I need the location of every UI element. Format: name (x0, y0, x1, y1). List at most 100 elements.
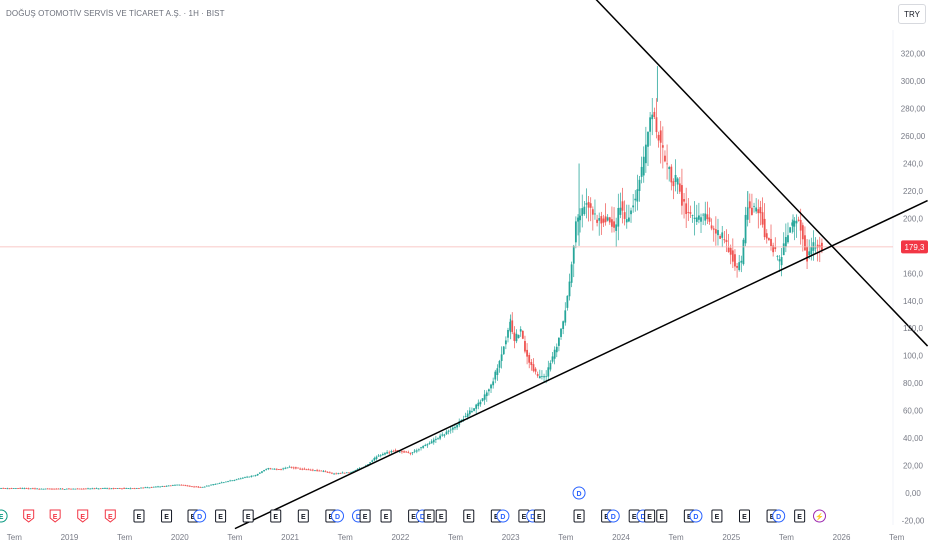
event-markers[interactable]: E E E E E E E E D E E E E E D D E E E D E E E E D E D E EDE D E D E E E D E E… (0, 486, 826, 523)
candle-body (118, 488, 121, 489)
candle-body (587, 201, 590, 208)
event-marker-label: D (577, 491, 582, 498)
candle-body (316, 469, 319, 471)
event-marker-label: E (273, 514, 278, 521)
event-marker-earnings[interactable]: E (270, 509, 282, 523)
y-tick-label: 200,0 (903, 214, 924, 223)
time-axis[interactable]: Tem 2019 Tem 2020 Tem 2021 Tem 2022 Tem 2023 Tem 20… (7, 533, 905, 542)
event-marker-dividend-circle[interactable]: D (331, 509, 345, 523)
candle-body (723, 239, 726, 241)
trendlines[interactable] (234, 0, 929, 530)
event-marker-earnings[interactable]: E (242, 509, 254, 523)
candle-body (816, 244, 819, 248)
y-tick-label: 220,0 (903, 187, 924, 196)
candle-body (318, 470, 321, 472)
event-marker-earnings[interactable]: E (573, 509, 585, 523)
x-tick-label: Tem (227, 533, 242, 542)
candle-body (210, 484, 212, 486)
candle-body (193, 486, 195, 488)
event-marker-dividend-circle[interactable]: E (0, 509, 8, 523)
event-marker-earnings[interactable]: E (435, 509, 447, 523)
candle-body (668, 167, 671, 170)
event-marker-shape (297, 509, 309, 523)
candle-body (706, 214, 709, 220)
event-marker-earnings[interactable]: E (133, 509, 145, 523)
support-trendline[interactable] (234, 199, 928, 530)
candle-body (367, 464, 369, 466)
event-marker-earnings[interactable]: E (215, 509, 227, 523)
candle-body (76, 488, 79, 490)
event-marker-earnings[interactable]: E (297, 509, 309, 523)
candle-body (57, 488, 60, 490)
event-marker-dividend-circle[interactable]: D (772, 509, 786, 523)
currency-selector[interactable]: TRY (898, 4, 926, 24)
candle-body (10, 488, 13, 490)
candle-body (430, 441, 433, 444)
candle-body (727, 247, 730, 253)
candle-body (59, 488, 62, 490)
event-marker-earnings-red[interactable]: E (49, 509, 61, 523)
event-marker-shape (359, 509, 371, 523)
candle-body (294, 467, 297, 469)
event-marker-shape (812, 509, 826, 523)
candle-body (778, 259, 781, 262)
candle-body (424, 444, 427, 447)
event-marker-earnings-red[interactable]: E (23, 509, 35, 523)
y-tick-label: -20,00 (902, 516, 925, 525)
candle-body (246, 476, 249, 478)
event-marker-earnings-red[interactable]: E (104, 509, 116, 523)
candle-body (808, 251, 811, 256)
y-tick-label: 280,00 (901, 105, 926, 114)
event-marker-earnings[interactable]: E (380, 509, 392, 523)
event-marker-label: E (522, 514, 527, 521)
y-tick-label: 140,0 (903, 297, 924, 306)
price-axis[interactable]: 320,00 300,00 280,00 260,00 240,0 220,0 200,0 1… (901, 50, 926, 526)
candle-body (583, 206, 586, 215)
event-marker-split-circle[interactable]: ⚡ (812, 509, 826, 523)
candle-body (252, 475, 255, 477)
candle-body (632, 205, 635, 208)
event-marker-dividend-circle[interactable]: D (689, 509, 703, 523)
event-marker-earnings[interactable]: E (533, 509, 545, 523)
x-tick-label: Tem (669, 533, 684, 542)
event-marker-dividend-circle[interactable]: D (496, 509, 510, 523)
candle-body (299, 468, 302, 470)
candle-body (704, 213, 707, 221)
candle-body (787, 235, 789, 243)
resistance-trendline[interactable] (582, 0, 929, 347)
event-marker-dividend-circle[interactable]: D (606, 509, 620, 523)
event-marker-earnings[interactable]: E (656, 509, 668, 523)
candle-body (485, 392, 488, 397)
candle-body (697, 215, 700, 220)
event-marker-earnings[interactable]: E (161, 509, 173, 523)
x-tick-label: 2020 (171, 533, 189, 542)
event-marker-earnings[interactable]: E (711, 509, 723, 523)
candle-body (271, 468, 274, 470)
candle-body (413, 450, 416, 452)
candle-body (159, 486, 162, 488)
event-marker-earnings[interactable]: E (738, 509, 750, 523)
candle-body (767, 238, 770, 241)
event-marker-earnings[interactable]: E (794, 509, 806, 523)
event-marker-earnings[interactable]: E (463, 509, 475, 523)
candle-body (543, 376, 545, 378)
candle-body (280, 469, 282, 470)
candle-body (42, 488, 45, 490)
candle-body (169, 485, 172, 487)
event-marker-earnings-red[interactable]: E (77, 509, 89, 523)
event-marker-earnings[interactable]: E (644, 509, 656, 523)
candle-body (269, 468, 272, 470)
event-marker-dividend-circle-high[interactable]: D (572, 486, 586, 500)
candle-body (381, 454, 384, 456)
candle-body (776, 255, 779, 257)
candle-body (19, 488, 22, 489)
candle-body (498, 360, 501, 368)
candle-body (541, 376, 543, 377)
event-marker-dividend-circle[interactable]: D (193, 509, 207, 523)
event-marker-shape (533, 509, 545, 523)
candle-body (700, 217, 702, 222)
event-marker-earnings[interactable]: E (359, 509, 371, 523)
event-marker-earnings[interactable]: E (423, 509, 435, 523)
candle-body (653, 111, 656, 117)
